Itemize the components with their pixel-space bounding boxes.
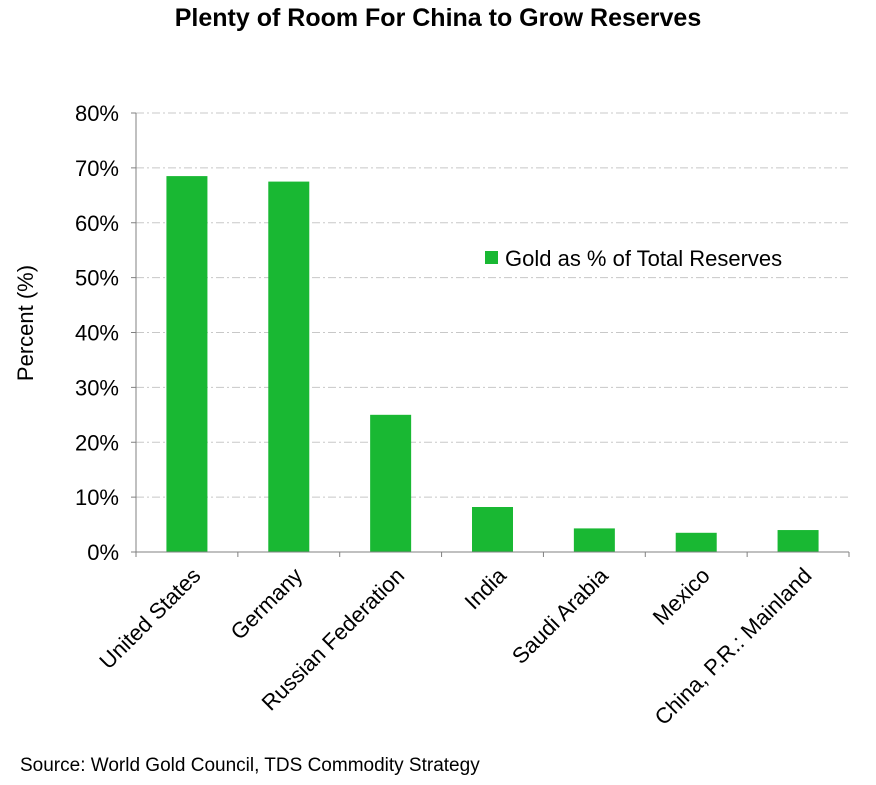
source-note: Source: World Gold Council, TDS Commodit…: [20, 755, 480, 776]
legend-swatch: [485, 251, 498, 264]
legend-label: Gold as % of Total Reserves: [505, 246, 782, 271]
bars: [166, 176, 819, 552]
bar: [777, 530, 819, 552]
y-tick-label: 50%: [75, 266, 119, 291]
bar: [675, 532, 717, 552]
y-tick-label: 0%: [87, 540, 119, 565]
y-tick-label: 80%: [75, 101, 119, 126]
chart-title: Plenty of Room For China to Grow Reserve…: [174, 4, 702, 32]
bar: [166, 176, 208, 552]
x-tick-label: United States: [94, 563, 205, 674]
legend: Gold as % of Total Reserves: [485, 246, 782, 271]
x-tick-label: Germany: [226, 563, 308, 645]
x-tick-label: Mexico: [648, 563, 715, 630]
bar: [573, 528, 615, 552]
y-tick-label: 40%: [75, 321, 119, 346]
y-tick-labels: 0% 10% 20% 30% 40% 50% 60% 70% 80%: [75, 101, 136, 565]
y-tick-label: 30%: [75, 375, 119, 400]
y-tick-label: 70%: [75, 156, 119, 181]
bar: [370, 414, 412, 552]
bar: [472, 507, 513, 552]
y-axis-title: Percent (%): [13, 265, 38, 381]
x-tick-label: India: [460, 562, 512, 614]
bar: [268, 181, 310, 552]
x-tick-label: Saudi Arabia: [507, 562, 613, 668]
y-tick-label: 60%: [75, 211, 119, 236]
y-tick-label: 20%: [75, 430, 119, 455]
y-tick-label: 10%: [75, 485, 119, 510]
gridlines: [136, 112, 849, 498]
